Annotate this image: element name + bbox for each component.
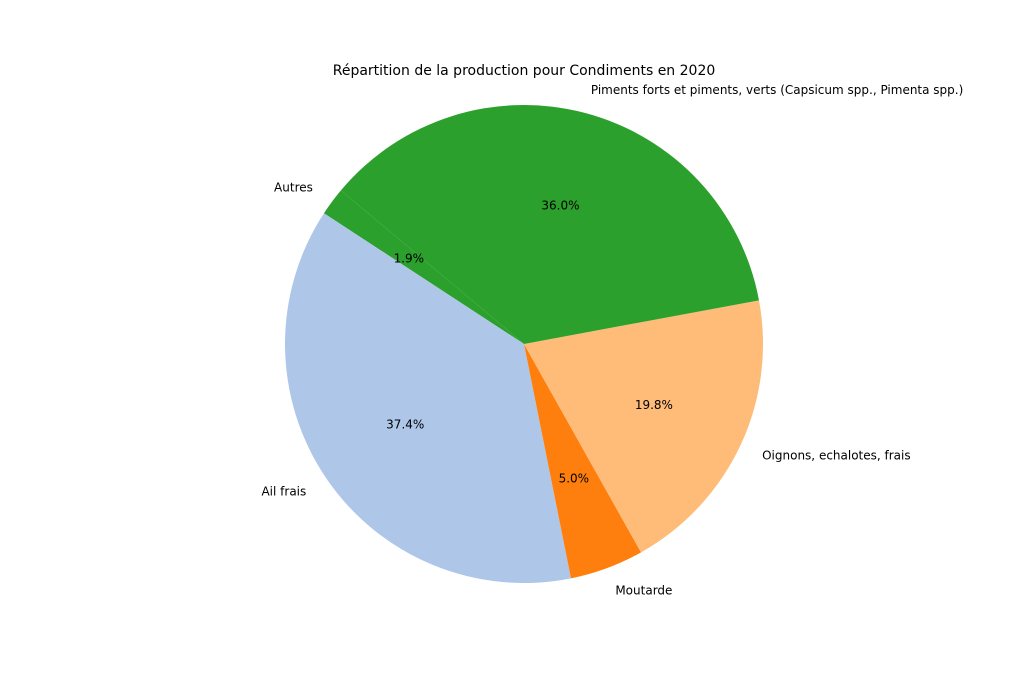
pie-slice-autres [323,190,524,344]
pie-pct-label-piments-forts-et-piments-verts-capsicum-spp-pimenta-spp: 36.0% [541,198,579,212]
pie-category-label-oignons-echalotes-frais: Oignons, echalotes, frais [762,448,911,462]
pie-category-label-moutarde: Moutarde [615,584,672,598]
pie-slices [285,104,764,584]
pie-category-label-ail-frais: Ail frais [261,484,306,498]
pie-category-label-piments-forts-et-piments-verts-capsicum-spp-pimenta-spp: Piments forts et piments, verts (Capsicu… [591,83,963,97]
pie-slice-moutarde [524,344,642,579]
chart-title: Répartition de la production pour Condim… [333,63,716,79]
pie-slice-oignons-echalotes-frais [524,300,764,553]
pie-category-label-autres: Autres [274,180,313,194]
pie-pct-label-ail-frais: 37.4% [386,417,424,431]
pie-labels: 1.9% Autres 37.4% Ail frais 5.0% Moutarde 19.8… [261,83,963,598]
pie-pct-label-autres: 1.9% [394,252,425,266]
pie-slice-piments-forts-et-piments-verts-capsicum-spp-pimenta-spp [340,104,759,344]
pie-pct-label-oignons-echalotes-frais: 19.8% [635,398,673,412]
pie-slice-ail-frais [285,213,571,584]
pie-pct-label-moutarde: 5.0% [559,471,590,485]
